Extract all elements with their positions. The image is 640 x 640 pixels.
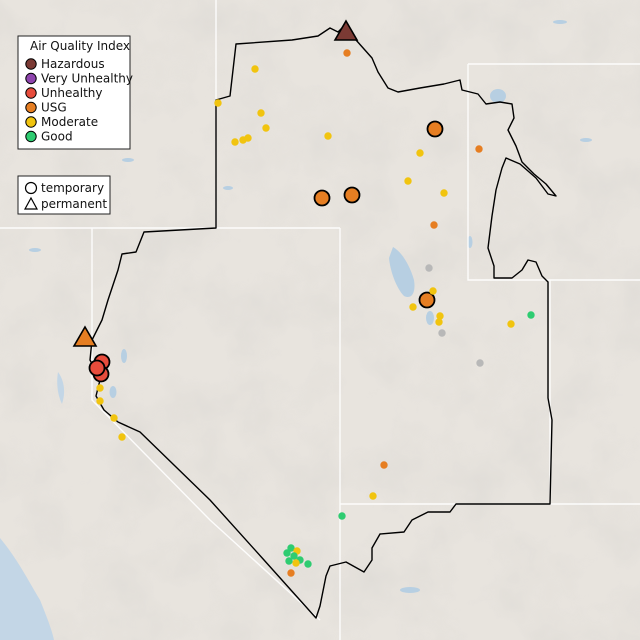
sensor-moderate[interactable] bbox=[257, 109, 265, 117]
sensor-moderate[interactable] bbox=[110, 414, 118, 422]
legend-label-good: Good bbox=[41, 130, 73, 144]
legend-label-unhealthy: Unhealthy bbox=[41, 86, 102, 100]
sensor-moderate[interactable] bbox=[96, 397, 104, 405]
lake-mead bbox=[400, 587, 420, 593]
temporary-monitor-usg[interactable] bbox=[343, 186, 361, 204]
sensor-none[interactable] bbox=[425, 264, 433, 272]
permanent-label: permanent bbox=[41, 197, 107, 211]
sensor-none[interactable] bbox=[476, 359, 484, 367]
sensor-moderate[interactable] bbox=[436, 312, 444, 320]
sensor-usg[interactable] bbox=[380, 461, 388, 469]
sensor-moderate[interactable] bbox=[507, 320, 515, 328]
permanent-symbol bbox=[23, 196, 39, 210]
sensor-moderate[interactable] bbox=[440, 189, 448, 197]
sensor-good[interactable] bbox=[285, 557, 293, 565]
legend-swatch-moderate bbox=[25, 116, 37, 128]
lakes bbox=[29, 20, 592, 593]
reservoir-3 bbox=[553, 20, 567, 24]
legend-label-moderate: Moderate bbox=[41, 115, 98, 129]
sensor-good[interactable] bbox=[290, 552, 298, 560]
sensor-moderate[interactable] bbox=[214, 99, 222, 107]
utah-lake bbox=[426, 311, 434, 325]
yellowstone-lake bbox=[490, 89, 506, 103]
sensor-moderate[interactable] bbox=[429, 287, 437, 295]
legend-label-usg: USG bbox=[41, 101, 67, 115]
reservoir-2 bbox=[223, 186, 233, 190]
sensor-moderate[interactable] bbox=[262, 124, 270, 132]
sensor-moderate[interactable] bbox=[231, 138, 239, 146]
temporary-monitor-unhealthy[interactable] bbox=[88, 359, 106, 377]
sensor-good[interactable] bbox=[287, 544, 295, 552]
legend-swatch-hazardous bbox=[25, 58, 37, 70]
sensor-moderate[interactable] bbox=[416, 149, 424, 157]
pacific-ocean bbox=[0, 538, 54, 640]
sensor-good[interactable] bbox=[527, 311, 535, 319]
sensor-usg[interactable] bbox=[287, 569, 295, 577]
reservoir-1 bbox=[122, 158, 134, 162]
legend-label-very-unhealthy: Very Unhealthy bbox=[41, 72, 133, 86]
aqi-legend-title: Air Quality Index bbox=[30, 39, 130, 53]
sensor-moderate[interactable] bbox=[369, 492, 377, 500]
sensor-moderate[interactable] bbox=[251, 65, 259, 73]
bear-lake bbox=[467, 236, 473, 248]
sensor-moderate[interactable] bbox=[404, 177, 412, 185]
permanent-monitor-usg[interactable] bbox=[72, 325, 98, 347]
sensor-moderate[interactable] bbox=[409, 303, 417, 311]
lake-tahoe bbox=[109, 386, 117, 398]
temporary-label: temporary bbox=[41, 181, 104, 195]
legend-swatch-good bbox=[25, 130, 37, 143]
sensor-moderate[interactable] bbox=[292, 559, 300, 567]
sensor-none[interactable] bbox=[438, 329, 446, 337]
sensor-layer bbox=[72, 19, 535, 577]
sensor-good[interactable] bbox=[283, 549, 291, 557]
temporary-monitor-usg[interactable] bbox=[313, 189, 331, 207]
sensor-moderate[interactable] bbox=[435, 318, 443, 326]
region-outline bbox=[89, 23, 557, 619]
legend-swatch-usg bbox=[25, 101, 37, 114]
sensor-moderate[interactable] bbox=[96, 384, 104, 392]
sensor-usg[interactable] bbox=[430, 221, 438, 229]
sensor-good[interactable] bbox=[304, 560, 312, 568]
monitor-type-legend-box bbox=[17, 175, 111, 215]
pyramid-lake bbox=[121, 349, 127, 363]
legend-swatch-unhealthy bbox=[25, 87, 37, 99]
sensor-usg[interactable] bbox=[475, 145, 483, 153]
reservoir-4 bbox=[580, 138, 592, 142]
sensor-good[interactable] bbox=[338, 512, 346, 520]
reservoir-5 bbox=[29, 248, 41, 252]
permanent-monitor-hazardous[interactable] bbox=[333, 19, 359, 41]
sensor-moderate[interactable] bbox=[244, 134, 252, 142]
temporary-symbol bbox=[24, 181, 38, 195]
temporary-monitor-usg[interactable] bbox=[426, 120, 444, 138]
sensor-moderate[interactable] bbox=[118, 433, 126, 441]
monitor-type-legend: temporary permanent bbox=[17, 175, 111, 215]
bay-water bbox=[57, 372, 65, 404]
legend-label-hazardous: Hazardous bbox=[41, 57, 105, 71]
sensor-moderate[interactable] bbox=[324, 132, 332, 140]
temporary-monitor-usg[interactable] bbox=[418, 291, 436, 309]
sensor-usg[interactable] bbox=[343, 49, 351, 57]
great-salt-lake bbox=[389, 247, 415, 298]
legend-swatch-very-unhealthy bbox=[25, 72, 37, 85]
